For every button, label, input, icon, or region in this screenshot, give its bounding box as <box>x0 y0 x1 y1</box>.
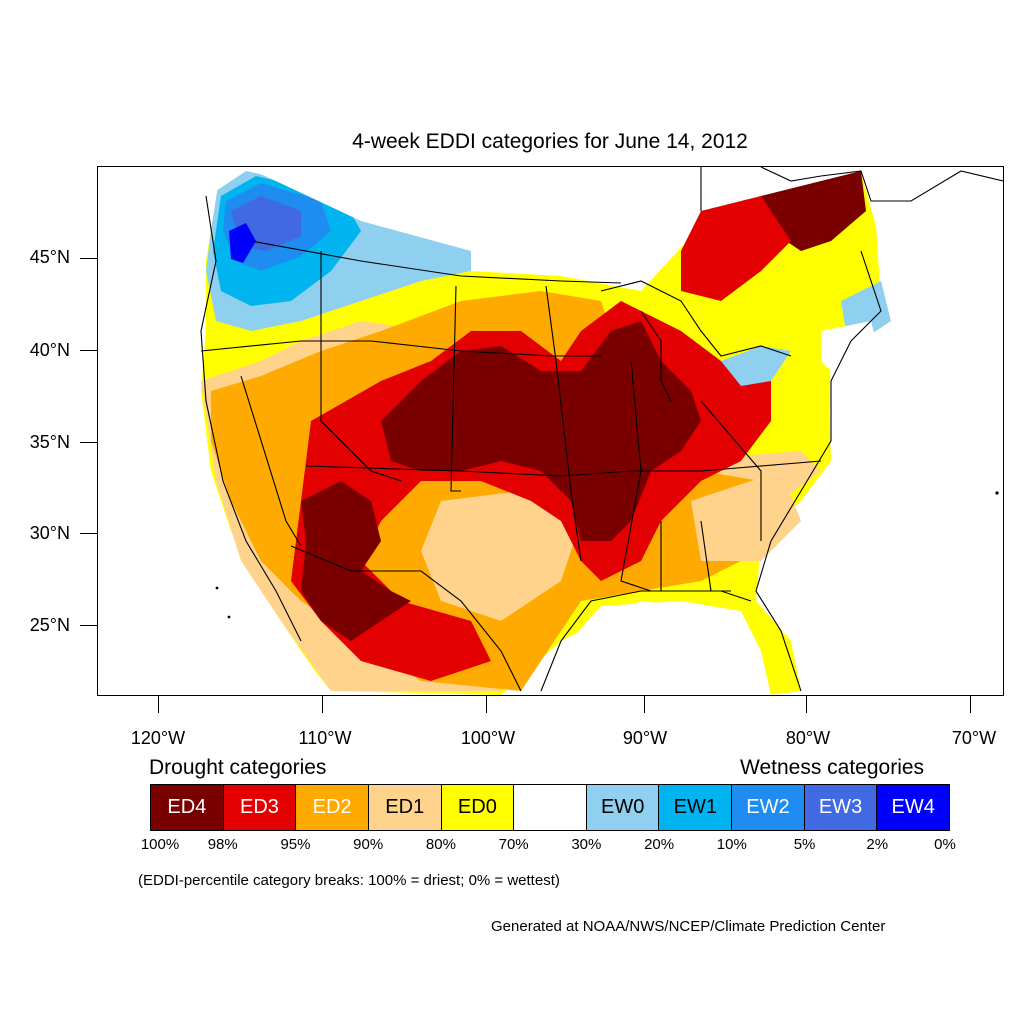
state-line-1 <box>320 251 402 482</box>
percent-break-label: 30% <box>571 836 602 853</box>
ed1-patch <box>421 491 581 621</box>
state-line-3 <box>305 460 822 477</box>
percent-break-label: 5% <box>793 836 816 853</box>
ed4-region <box>381 321 701 541</box>
lat-label-30: 30°N <box>29 523 70 543</box>
percent-break-label: 80% <box>425 836 456 853</box>
percent-break-label: 0% <box>934 836 956 853</box>
ed4-northeast <box>761 171 866 251</box>
legend-box-ew2: EW2 <box>732 785 805 830</box>
state-line-10 <box>660 520 712 592</box>
white-northeast <box>821 321 881 381</box>
legend-box-ew1: EW1 <box>659 785 733 830</box>
lat-label-25: 25°N <box>29 615 70 635</box>
pacific <box>98 167 331 695</box>
lon-tick-120 <box>158 696 159 713</box>
canada-north <box>246 167 861 271</box>
coast-canada <box>700 167 1003 211</box>
lon-label-110: 110°W <box>298 728 352 748</box>
great-lakes <box>600 280 792 402</box>
percent-break-label: 98% <box>207 836 238 853</box>
lat-label-35: 35°N <box>29 432 70 452</box>
lon-label-70: 70°W <box>951 728 997 748</box>
percent-break-label: 100% <box>140 836 180 853</box>
state-line-6 <box>200 340 371 352</box>
border-canada <box>250 240 622 284</box>
state-line-4 <box>450 285 461 492</box>
lon-label-80: 80°W <box>785 728 831 748</box>
percent-break-label: 2% <box>866 836 889 853</box>
lon-label-100: 100°W <box>460 728 516 748</box>
category-legend: ED4 ED3 ED2 ED1 ED0 EW0 EW1 EW2 EW3 EW4 <box>150 784 950 831</box>
state-line-7 <box>240 375 302 547</box>
border-mexico <box>290 545 522 692</box>
legend-box-ew4: EW4 <box>877 785 950 830</box>
atlantic <box>791 291 1003 695</box>
lat-tick-35 <box>80 442 97 443</box>
ed4-southwest <box>301 481 411 641</box>
lat-tick-40 <box>80 350 97 351</box>
wetness-heading: Wetness categories <box>740 756 925 779</box>
coast-west <box>200 195 302 642</box>
percent-break-label: 95% <box>280 836 311 853</box>
lon-tick-100 <box>486 696 487 713</box>
lon-tick-110 <box>322 696 323 713</box>
ew4-region <box>229 223 256 263</box>
eddi-map <box>97 166 1004 696</box>
category-note: (EDDI-percentile category breaks: 100% =… <box>138 872 560 889</box>
gulf <box>521 601 771 695</box>
ed1-patch-se <box>691 471 801 561</box>
state-line-2 <box>370 340 601 357</box>
lon-label-120: 120°W <box>130 728 186 748</box>
legend-box-ed0: ED0 <box>441 785 515 830</box>
lon-tick-90 <box>644 696 645 713</box>
lat-label-45: 45°N <box>29 247 70 267</box>
state-line-5 <box>545 285 582 562</box>
lon-label-90: 90°W <box>622 728 668 748</box>
percent-break-label: 10% <box>716 836 747 853</box>
lon-tick-80 <box>806 696 807 713</box>
percent-break-label: 70% <box>498 836 529 853</box>
lon-tick-70 <box>970 696 971 713</box>
legend-box-ew3: EW3 <box>804 785 878 830</box>
legend-box-ed2: ED2 <box>296 785 369 830</box>
legend-box-ew0: EW0 <box>586 785 660 830</box>
state-line-9 <box>700 400 762 541</box>
lat-tick-45 <box>80 258 97 259</box>
percent-break-label: 90% <box>353 836 384 853</box>
drought-heading: Drought categories <box>149 756 327 779</box>
legend-box-neutral <box>514 785 587 830</box>
coast-gulf <box>540 590 752 692</box>
legend-box-ed1: ED1 <box>368 785 442 830</box>
lat-tick-30 <box>80 533 97 534</box>
percent-break-label: 20% <box>644 836 675 853</box>
ed3-northeast <box>681 196 791 301</box>
legend-box-ed3: ED3 <box>223 785 297 830</box>
legend-box-ed4: ED4 <box>151 785 224 830</box>
coast-east <box>755 250 882 692</box>
chart-title: 4-week EDDI categories for June 14, 2012 <box>352 130 748 153</box>
credit-text: Generated at NOAA/NWS/NCEP/Climate Predi… <box>491 918 886 935</box>
lat-label-40: 40°N <box>29 340 70 360</box>
ew-greatlakes <box>721 346 791 386</box>
lat-tick-25 <box>80 625 97 626</box>
